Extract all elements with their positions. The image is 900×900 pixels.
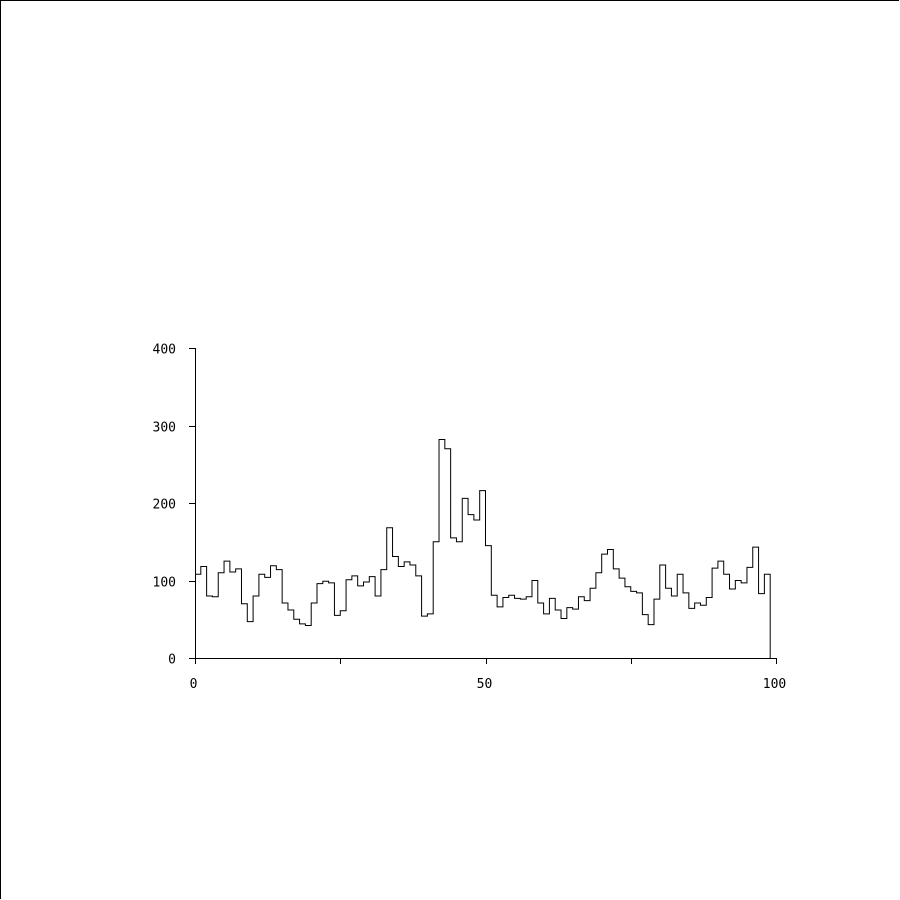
y-tick-label: 300 xyxy=(153,421,176,436)
x-tick-label: 100 xyxy=(763,677,786,692)
y-tick-label: 100 xyxy=(153,576,176,591)
ticks xyxy=(189,348,777,664)
y-tick-label: 400 xyxy=(153,343,176,358)
tick-labels: 0 100 200 300 400 0 50 100 xyxy=(153,343,787,693)
histogram-series-line xyxy=(195,438,771,658)
y-tick-label: 0 xyxy=(168,653,176,668)
x-tick-label: 0 xyxy=(190,677,198,692)
x-tick-label: 50 xyxy=(477,677,493,692)
axes xyxy=(195,348,776,659)
y-tick-label: 200 xyxy=(153,498,176,513)
